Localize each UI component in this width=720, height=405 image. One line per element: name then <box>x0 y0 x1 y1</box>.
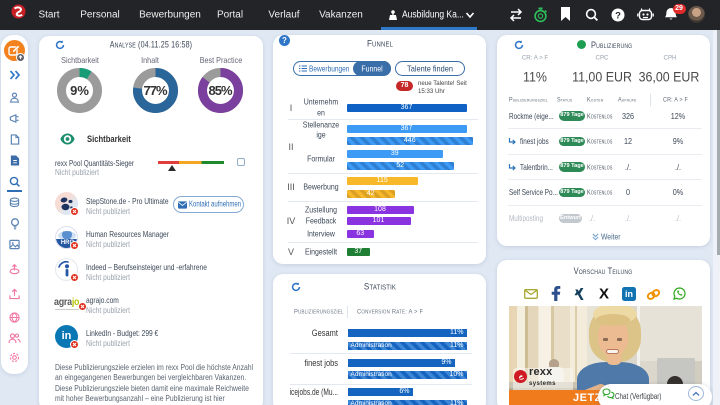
svg-text:?: ? <box>615 10 621 21</box>
svg-text:77%: 77% <box>143 83 167 98</box>
svg-text:85%: 85% <box>209 83 233 98</box>
svg-text:9%: 9% <box>70 83 89 98</box>
